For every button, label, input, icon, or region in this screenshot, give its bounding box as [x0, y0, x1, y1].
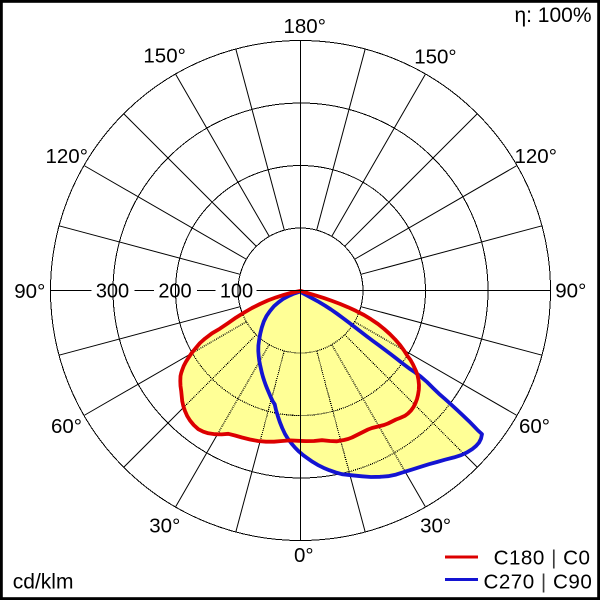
svg-text:0°: 0° — [294, 544, 314, 567]
svg-text:C270 | C90: C270 | C90 — [483, 570, 592, 593]
svg-text:η: 100%: η: 100% — [514, 4, 591, 27]
svg-text:60°: 60° — [519, 415, 550, 438]
svg-text:100: 100 — [220, 281, 253, 303]
svg-text:30°: 30° — [149, 515, 180, 538]
svg-text:30°: 30° — [420, 515, 451, 538]
svg-text:90°: 90° — [555, 279, 586, 302]
svg-text:150°: 150° — [143, 45, 185, 68]
svg-text:200: 200 — [158, 281, 191, 303]
svg-text:300: 300 — [96, 281, 129, 303]
svg-text:60°: 60° — [51, 415, 82, 438]
svg-text:120°: 120° — [514, 145, 556, 168]
svg-text:cd/klm: cd/klm — [13, 571, 74, 594]
svg-text:C180 | C0: C180 | C0 — [494, 547, 591, 570]
svg-text:90°: 90° — [14, 280, 45, 303]
svg-text:180°: 180° — [283, 15, 325, 38]
svg-text:120°: 120° — [45, 145, 87, 168]
svg-text:150°: 150° — [414, 45, 456, 68]
